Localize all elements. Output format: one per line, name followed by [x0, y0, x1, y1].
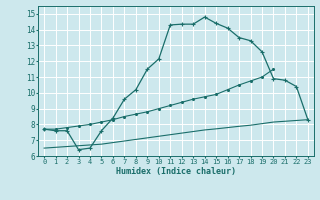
- X-axis label: Humidex (Indice chaleur): Humidex (Indice chaleur): [116, 167, 236, 176]
